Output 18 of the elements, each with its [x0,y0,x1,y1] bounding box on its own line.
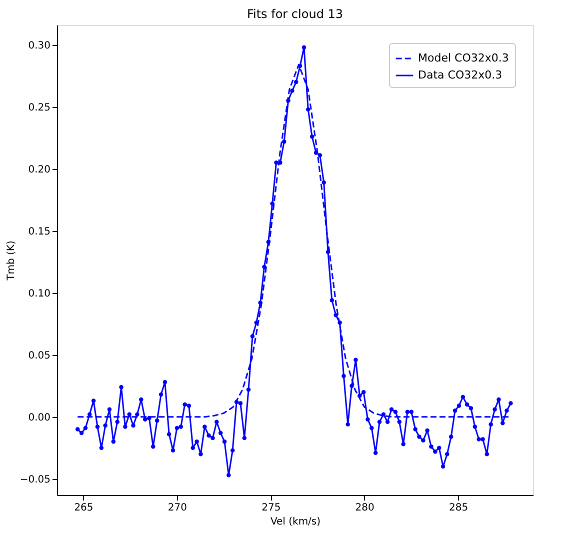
y-tick-label: 0.25 [28,102,50,114]
legend-label: Data CO32x0.3 [418,68,502,82]
x-tick-label: 280 [355,502,374,514]
x-tick-label: 285 [448,502,468,514]
legend-label: Model CO32x0.3 [418,52,509,64]
y-tick-label: 0.30 [28,40,50,52]
y-tick-label: 0.05 [28,350,50,362]
x-tick-label: 270 [168,502,187,514]
y-tick-label: 0.00 [28,412,50,424]
x-tick-label: 265 [74,502,94,514]
y-tick-label: 0.20 [28,164,50,176]
chart-title: Fits for cloud 13 [246,7,344,21]
y-tick-label: −0.05 [20,474,50,486]
x-axis-title: Vel (km/s) [270,516,321,528]
y-axis-title: Tmb (K) [6,240,17,282]
y-tick-label: 0.10 [28,288,50,300]
y-tick-label: 0.15 [28,226,50,238]
x-tick-label: 275 [262,502,281,514]
